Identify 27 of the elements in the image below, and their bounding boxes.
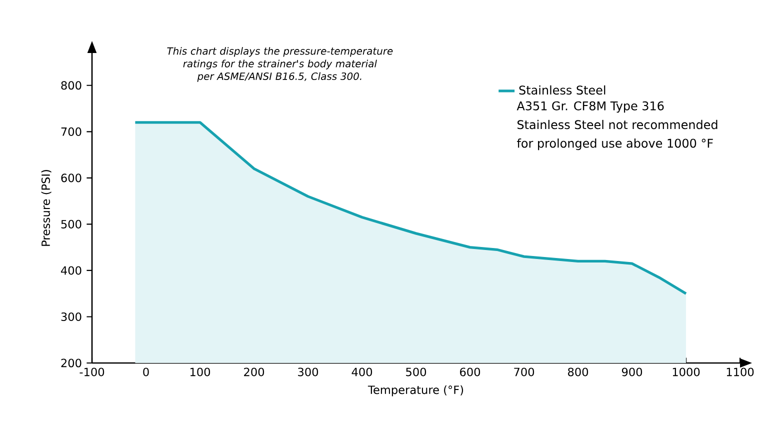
annotation: Stainless Steel not recommended [518, 120, 718, 130]
x-tick-label: 700 [514, 368, 534, 376]
x-tick-label: 600 [460, 368, 480, 376]
y-tick-label: 200 [61, 358, 82, 368]
x-tick-label: 0 [143, 368, 149, 376]
x-axis-title: Temperature (°F) [368, 385, 464, 396]
annotation: This chart displays the pressure-temperature ratings for the strainer's body material per ASME/ANSI B16.5, Class 300. [167, 47, 393, 82]
y-tick-label: 700 [61, 127, 82, 136]
y-tick-label: 300 [61, 312, 82, 322]
x-tick-label: -100 [80, 368, 104, 376]
legend-label: Stainless Steel [519, 85, 606, 95]
x-tick-label: 400 [352, 368, 372, 376]
x-tick-label: 900 [622, 368, 642, 376]
y-tick-label: 800 [61, 81, 82, 90]
x-tick-label: 100 [190, 368, 210, 376]
x-tick-label: 300 [298, 368, 318, 376]
y-tick-label: 600 [61, 174, 82, 182]
annotation: for prolonged use above 1000 °F [516, 138, 713, 150]
y-tick-label: 400 [60, 266, 82, 275]
annotation: A351 Gr. CF8M Type 316 [516, 101, 664, 113]
x-tick-label: 1100 [726, 368, 754, 376]
x-tick-label: 1000 [672, 368, 700, 376]
x-tick-label: 800 [568, 368, 588, 376]
y-axis-title: Pressure (PSI) [41, 170, 52, 246]
x-tick-label: 500 [406, 368, 426, 376]
x-tick-label: 200 [244, 368, 264, 376]
y-tick-label: 500 [61, 220, 82, 228]
